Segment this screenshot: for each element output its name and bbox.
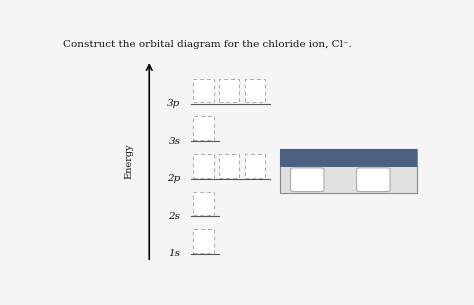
Text: Energy: Energy [125,143,134,179]
Text: 3s: 3s [168,137,181,145]
FancyBboxPatch shape [356,168,390,192]
FancyBboxPatch shape [193,229,213,253]
Text: 1: 1 [304,175,310,185]
FancyBboxPatch shape [193,192,213,215]
FancyBboxPatch shape [291,168,324,192]
FancyBboxPatch shape [193,154,213,178]
FancyBboxPatch shape [219,154,239,178]
Text: 2s: 2s [168,212,181,221]
FancyBboxPatch shape [193,79,213,102]
Text: 2p: 2p [167,174,181,183]
FancyBboxPatch shape [219,79,239,102]
FancyBboxPatch shape [245,154,265,178]
Text: 3p: 3p [167,99,181,108]
FancyBboxPatch shape [280,149,418,167]
Text: 1s: 1s [168,249,181,258]
Text: Answer Bank: Answer Bank [313,153,384,163]
FancyBboxPatch shape [245,79,265,102]
Text: 11: 11 [367,175,380,185]
FancyBboxPatch shape [193,117,213,140]
FancyBboxPatch shape [280,149,418,193]
Text: Construct the orbital diagram for the chloride ion, Cl⁻.: Construct the orbital diagram for the ch… [63,40,352,49]
